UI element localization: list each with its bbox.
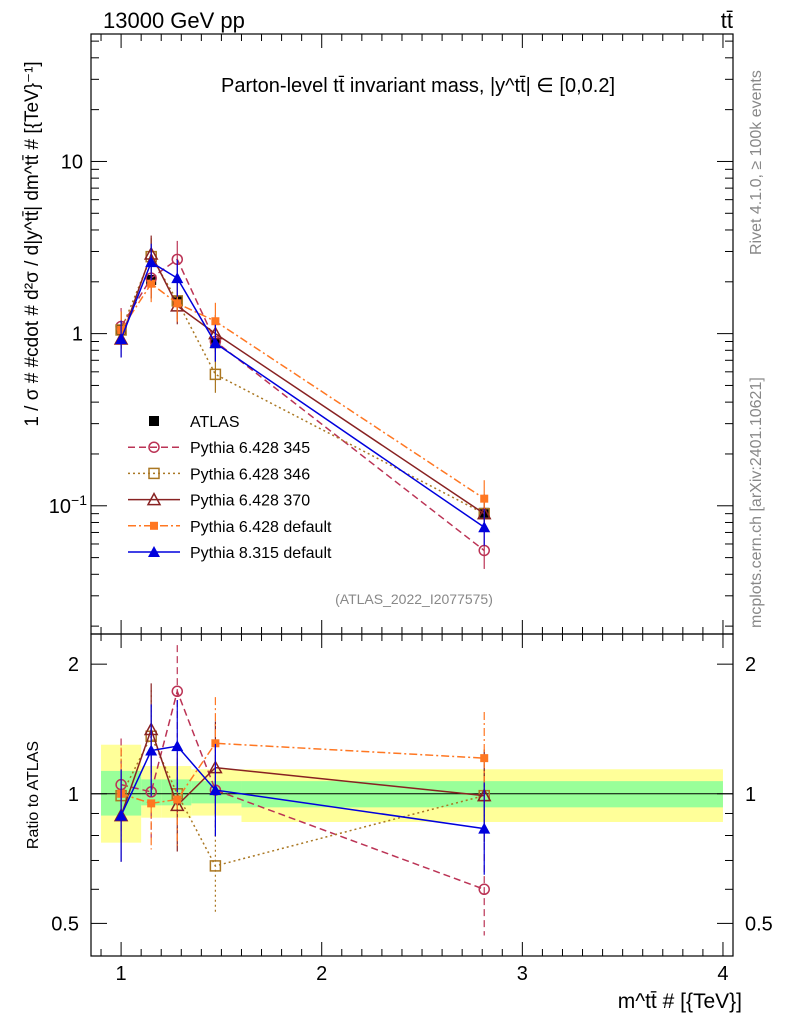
ratio-point — [211, 739, 220, 748]
source-label: mcplots.cern.ch [arXiv:2401.10621] — [748, 377, 765, 628]
ratio-line — [120, 742, 485, 805]
ratio-series-4 — [115, 699, 491, 875]
main-ylabel: 1 / σ # #cdot # d²σ / d|y^tt̄| dm^tt̄ # … — [22, 61, 43, 426]
data-point — [173, 299, 182, 308]
ratio-series — [113, 645, 492, 936]
data-point — [171, 272, 184, 284]
y-tick-label-right: 1 — [745, 784, 756, 806]
main-title: Parton-level tt̄ invariant mass, |y^tt̄|… — [221, 75, 615, 97]
legend-label: Pythia 6.428 345 — [190, 440, 310, 457]
energy-label: 13000 GeV pp — [103, 8, 245, 33]
data-point — [480, 494, 489, 503]
x-tick-label: 4 — [717, 963, 728, 985]
ratio-point — [171, 685, 184, 698]
ratio-point — [478, 883, 490, 896]
data-point — [209, 368, 222, 381]
ratio-point — [147, 799, 156, 808]
legend-marker — [148, 441, 160, 453]
legend-marker — [149, 416, 159, 426]
ratio-point — [480, 754, 489, 763]
y-tick-label: 10−1 — [49, 492, 87, 518]
legend-label: Pythia 6.428 346 — [190, 466, 310, 483]
y-tick-exponent: −1 — [71, 492, 87, 508]
legend-marker — [150, 521, 158, 530]
data-point — [211, 317, 220, 326]
x-tick-label: 3 — [517, 963, 528, 985]
main-panel: 10−1 1 10 Parton-level tt̄ invariant mass,… — [22, 33, 734, 635]
ratio-point — [209, 784, 222, 796]
ratio-bands — [91, 744, 733, 843]
series-5 — [115, 243, 491, 546]
ratio-panel: 1 2 3 4 0.5 0.5 1 1 2 2 Ratio to ATLAS m^tt̄ # [{… — [25, 633, 773, 1013]
ratio-point — [478, 822, 491, 834]
legend-marker — [148, 546, 160, 557]
main-frame — [90, 33, 734, 635]
legend-marker — [148, 467, 160, 480]
ratio-point — [173, 795, 182, 804]
process-label: tt̄ — [721, 8, 733, 33]
ratio-point — [145, 744, 158, 756]
ratio-point — [170, 797, 185, 812]
legend-label: Pythia 8.315 default — [190, 545, 332, 562]
main-series — [113, 235, 492, 569]
x-tick-label: 1 — [116, 963, 127, 985]
rivet-label: Rivet 4.1.0, ≥ 100k events — [748, 70, 765, 255]
y-tick-label-right: 2 — [745, 654, 756, 676]
y-tick-label: 2 — [68, 654, 79, 676]
reference-label: (ATLAS_2022_I2077575) — [335, 591, 493, 607]
legend-label: Pythia 6.428 370 — [190, 493, 310, 510]
ratio-frame — [90, 633, 734, 957]
y-tick-label-right: 0.5 — [745, 913, 773, 935]
data-point — [115, 333, 128, 345]
x-tick-label: 2 — [316, 963, 327, 985]
ratio-ylabel: Ratio to ATLAS — [25, 741, 42, 849]
legend-label: Pythia 6.428 default — [190, 519, 332, 536]
ratio-ticks: 1 2 3 4 0.5 0.5 1 1 2 2 — [51, 634, 773, 985]
data-point — [209, 337, 222, 349]
ratio-point — [171, 740, 184, 752]
main-ticks: 10−1 1 10 — [49, 34, 733, 634]
data-point — [147, 279, 156, 288]
ratio-point — [115, 809, 128, 821]
data-point — [145, 256, 158, 268]
data-point — [478, 521, 491, 533]
ratio-point — [209, 860, 222, 872]
y-tick-label: 1 — [68, 784, 79, 806]
series-3 — [113, 235, 492, 533]
legend-marker — [146, 492, 162, 506]
legend-label: ATLAS — [190, 414, 240, 431]
x-axis-label: m^tt̄ # [{TeV}] — [618, 990, 742, 1013]
y-tick-label: 0.5 — [51, 913, 79, 935]
legend: ATLAS Pythia 6.428 345 Pythia 6.428 346 Pyt… — [128, 414, 332, 562]
y-tick-label: 10 — [61, 151, 83, 173]
y-tick-label: 1 — [72, 324, 83, 346]
